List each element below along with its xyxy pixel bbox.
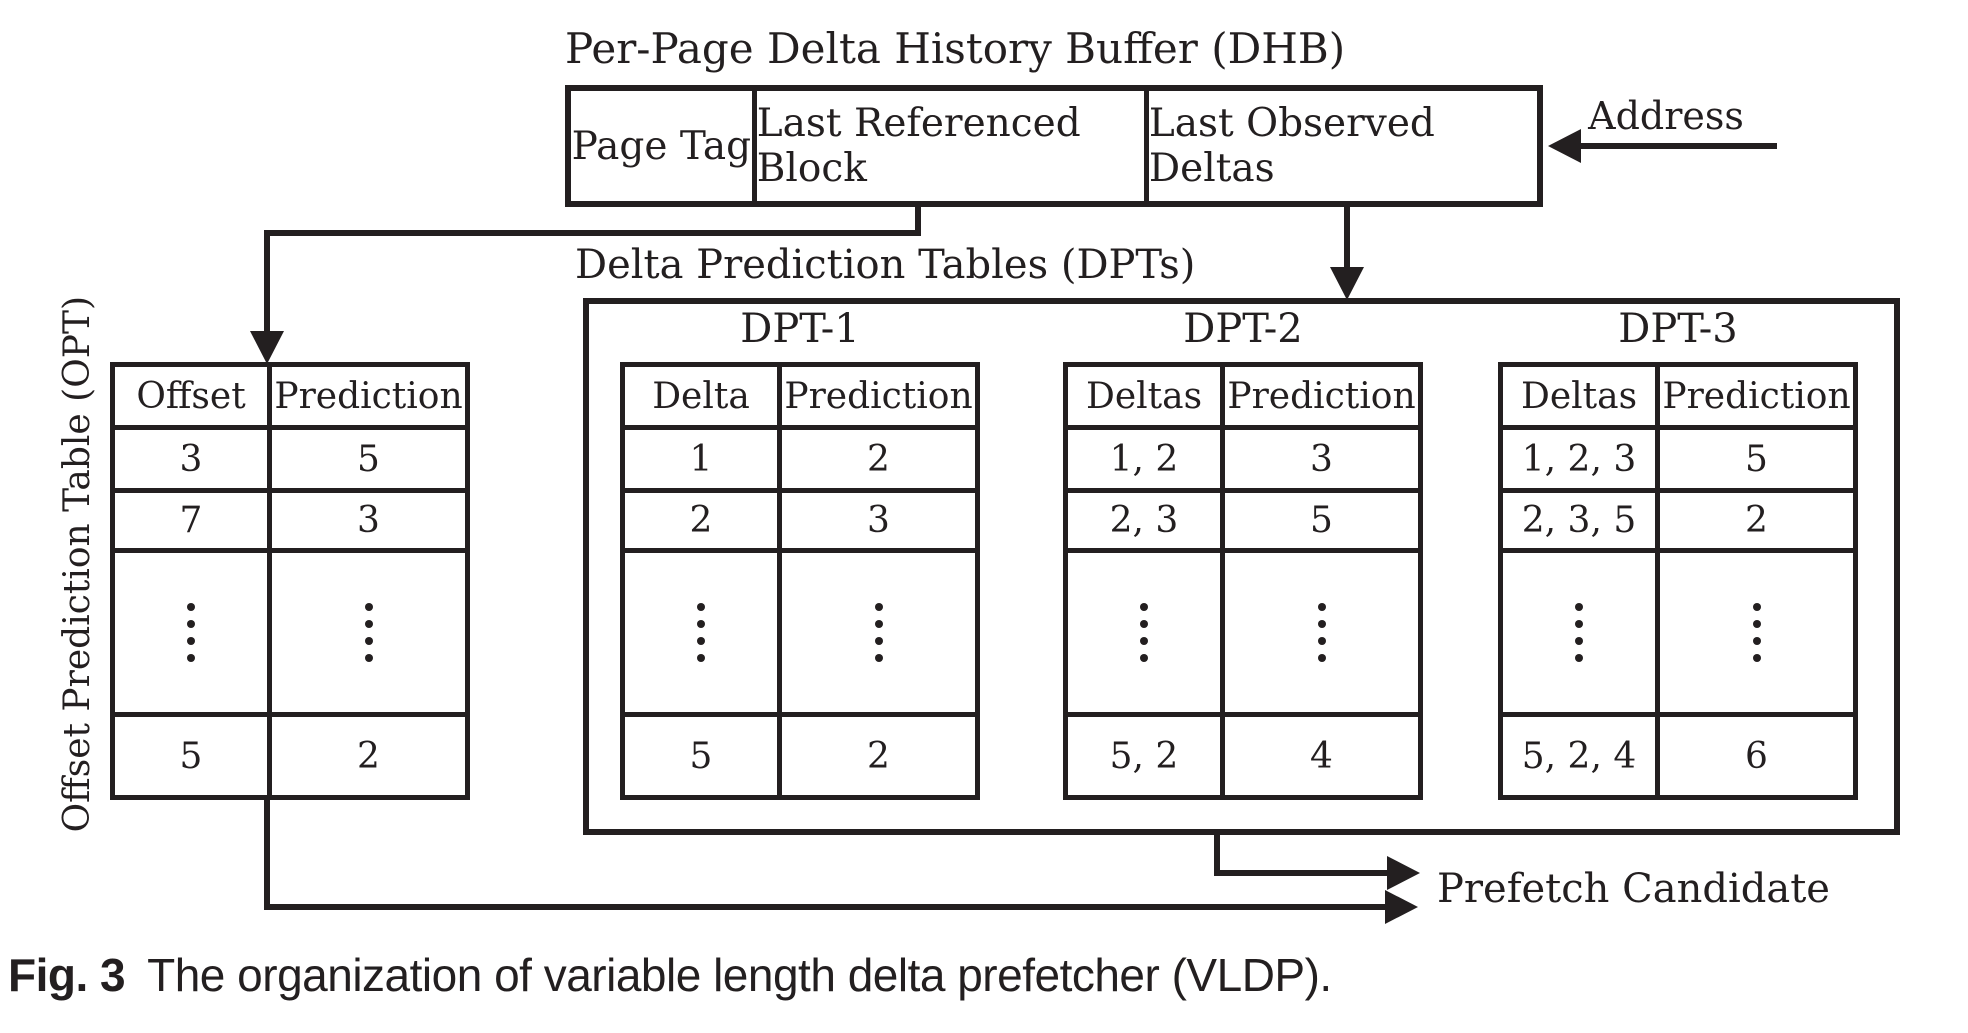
column-header: Prediction: [267, 367, 465, 425]
arrow-dhb-to-dpts: [1330, 204, 1364, 300]
figure-caption-tag: Fig. 3: [8, 949, 126, 1001]
table-cell: 5: [1220, 488, 1418, 548]
arrow-dhb-to-opt: [250, 204, 921, 364]
column-header: Deltas: [1520, 375, 1638, 417]
figure-caption: Fig. 3 The organization of variable lengt…: [8, 948, 1948, 1002]
figure-caption-text: The organization of variable length delt…: [147, 949, 1332, 1001]
vertical-dots-icon: [364, 603, 373, 662]
dpt1-title: DPT-1: [740, 306, 860, 352]
opt-table: Offset Prediction 3 5 7 3 5 2: [110, 362, 470, 800]
table-cell: 4: [1220, 712, 1418, 795]
column-header: Offset: [136, 375, 246, 417]
table-cell: 2: [625, 488, 777, 548]
table-cell: 3: [777, 488, 975, 548]
vertical-dots-icon: [187, 603, 195, 662]
column-header: Prediction: [1220, 367, 1418, 425]
down-arrowhead-icon: [1330, 267, 1364, 300]
ellipsis-cell: [1068, 548, 1220, 712]
table-cell: 2: [777, 712, 975, 795]
vertical-dots-icon: [1317, 603, 1326, 662]
dhb-cell-last-observed-deltas: Last Observed Deltas: [1143, 91, 1537, 201]
ellipsis-cell: [115, 548, 267, 712]
table-cell: 2, 3, 5: [1503, 488, 1655, 548]
left-arrowhead-icon: [1548, 129, 1581, 163]
arrow-opt-to-prefetch: [264, 798, 1418, 924]
table-cell: 3: [1220, 425, 1418, 488]
table-cell: 5: [625, 712, 777, 795]
opt-side-label: Offset Prediction Table (OPT): [56, 295, 98, 833]
table-cell: 2: [267, 712, 465, 795]
vertical-dots-icon: [697, 603, 705, 662]
table-cell: 5: [1655, 425, 1853, 488]
prefetch-candidate-label: Prefetch Candidate: [1437, 866, 1830, 912]
dpt3-table: Deltas Prediction 1, 2, 3 5 2, 3, 5 2 5,…: [1498, 362, 1858, 800]
vertical-dots-icon: [874, 603, 883, 662]
address-label: Address: [1588, 94, 1744, 138]
ellipsis-cell: [625, 548, 777, 712]
table-cell: 3: [115, 425, 267, 488]
vertical-dots-icon: [1575, 603, 1583, 662]
vertical-dots-icon: [1140, 603, 1148, 662]
table-cell: 1, 2, 3: [1503, 425, 1655, 488]
dhb-title: Per-Page Delta History Buffer (DHB): [565, 24, 1346, 73]
ellipsis-cell: [267, 548, 465, 712]
table-cell: 2, 3: [1068, 488, 1220, 548]
arrow-dpts-to-prefetch: [1214, 832, 1420, 890]
table-cell: 6: [1655, 712, 1853, 795]
dpt2-table: Deltas Prediction 1, 2 3 2, 3 5 5, 2 4: [1063, 362, 1423, 800]
dpt1-table: Delta Prediction 1 2 2 3 5 2: [620, 362, 980, 800]
column-header: Delta: [652, 375, 750, 417]
right-arrowhead-icon: [1387, 856, 1420, 890]
dhb-cell-last-referenced-block: Last Referenced Block: [751, 91, 1144, 201]
table-cell: 5: [115, 712, 267, 795]
dpts-title: Delta Prediction Tables (DPTs): [575, 242, 1196, 288]
table-cell: 7: [115, 488, 267, 548]
column-header: Deltas: [1085, 375, 1203, 417]
dpt2-title: DPT-2: [1183, 306, 1303, 352]
dpt3-title: DPT-3: [1618, 306, 1738, 352]
down-arrowhead-icon: [250, 331, 284, 364]
table-cell: 2: [777, 425, 975, 488]
dhb-cell-page-tag: Page Tag: [571, 123, 752, 169]
table-cell: 2: [1655, 488, 1853, 548]
arrow-address-to-dhb: [1548, 129, 1777, 163]
column-header: Prediction: [777, 367, 975, 425]
ellipsis-cell: [1503, 548, 1655, 712]
table-cell: 5, 2, 4: [1503, 712, 1655, 795]
table-cell: 1, 2: [1068, 425, 1220, 488]
ellipsis-cell: [1220, 548, 1418, 712]
table-cell: 5: [267, 425, 465, 488]
dhb-box: Page Tag Last Referenced Block Last Obse…: [565, 85, 1543, 207]
table-cell: 5, 2: [1068, 712, 1220, 795]
ellipsis-cell: [777, 548, 975, 712]
table-cell: 1: [625, 425, 777, 488]
right-arrowhead-icon: [1385, 890, 1418, 924]
vertical-dots-icon: [1752, 603, 1761, 662]
table-cell: 3: [267, 488, 465, 548]
column-header: Prediction: [1655, 367, 1853, 425]
ellipsis-cell: [1655, 548, 1853, 712]
